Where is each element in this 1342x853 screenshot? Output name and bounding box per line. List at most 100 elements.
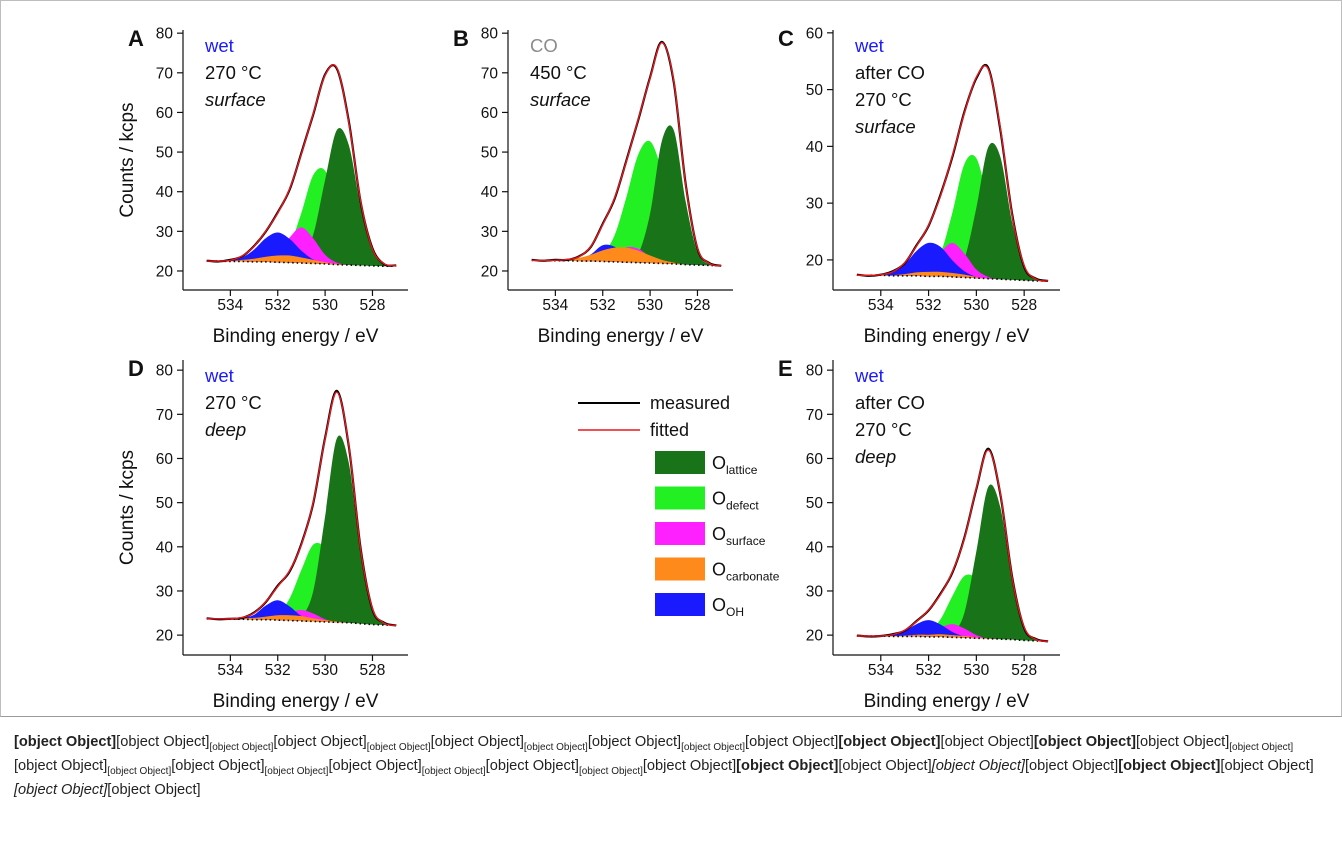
- y-tick-label: 30: [156, 224, 174, 241]
- y-tick-label: 50: [806, 82, 824, 99]
- y-tick-label: 20: [806, 252, 824, 269]
- x-tick-label: 528: [1011, 297, 1037, 314]
- legend-patch: [655, 451, 705, 474]
- annotation: wet: [854, 35, 884, 56]
- annotation: 270 °C: [855, 89, 912, 110]
- caption-text: [object Object]: [1033, 734, 1136, 750]
- y-tick-label: 50: [481, 145, 499, 162]
- x-axis-title: Binding energy / eV: [213, 326, 379, 347]
- peak-area: [206, 435, 397, 626]
- annotation: wet: [854, 365, 884, 386]
- caption-text: [object Object]: [430, 734, 524, 750]
- legend-label: OOH: [712, 595, 744, 619]
- caption-text: [object Object]: [1220, 758, 1314, 774]
- y-tick-label: 70: [156, 407, 174, 424]
- y-tick-label: 70: [156, 65, 174, 82]
- caption-text: [object Object]: [264, 765, 329, 777]
- caption-text: [object Object]: [107, 765, 172, 777]
- y-tick-label: 60: [481, 105, 499, 122]
- y-tick-label: 40: [481, 184, 499, 201]
- y-tick-label: 30: [806, 196, 824, 213]
- x-tick-label: 530: [637, 297, 663, 314]
- y-tick-label: 80: [156, 26, 174, 43]
- background-curve: [856, 635, 1049, 643]
- plot-area: [856, 447, 1049, 643]
- x-tick-label: 532: [265, 297, 291, 314]
- caption-text: [object Object]: [328, 758, 422, 774]
- peak-area: [531, 247, 722, 266]
- panel-label: E: [778, 356, 793, 381]
- legend-patch: [655, 486, 705, 510]
- y-tick-label: 60: [156, 105, 174, 122]
- caption-text: [object Object]: [523, 741, 588, 753]
- annotation: surface: [855, 116, 916, 137]
- legend-label: Osurface: [712, 524, 766, 548]
- caption-text: [object Object]: [273, 734, 367, 750]
- annotation: after CO: [855, 392, 925, 413]
- caption-text: [object Object]: [681, 741, 746, 753]
- peak-area: [206, 127, 397, 267]
- legend-label-sub: lattice: [726, 463, 758, 477]
- y-tick-label: 20: [481, 263, 499, 280]
- y-tick-label: 60: [806, 451, 824, 468]
- x-axis-title: Binding energy / eV: [864, 691, 1030, 712]
- legend-label-main: O: [712, 453, 726, 473]
- caption-text: [object Object]: [931, 758, 1025, 774]
- plot-area: [531, 40, 722, 267]
- y-tick-label: 50: [156, 145, 174, 162]
- panel-label: A: [128, 26, 144, 51]
- legend-patch: [655, 593, 705, 616]
- caption-text: [object Object]: [14, 782, 108, 798]
- y-axis-title: Counts / kcps: [117, 102, 138, 217]
- peak-area: [206, 542, 397, 626]
- plot-area: [206, 64, 397, 268]
- annotation: 450 °C: [530, 62, 587, 83]
- x-tick-label: 528: [360, 662, 386, 679]
- x-tick-label: 532: [916, 297, 942, 314]
- x-tick-label: 530: [963, 662, 989, 679]
- spectrum-line: [856, 65, 1049, 282]
- peak-area: [856, 242, 1049, 281]
- caption-text: [object Object]: [14, 734, 117, 750]
- caption-text: [object Object]: [485, 758, 579, 774]
- caption-text: [object Object]: [116, 734, 210, 750]
- annotation: 270 °C: [855, 419, 912, 440]
- y-tick-label: 20: [156, 628, 174, 645]
- legend-label: Olattice: [712, 453, 758, 477]
- legend-label-sub: surface: [726, 534, 766, 548]
- legend-label-main: O: [712, 595, 726, 615]
- annotation: CO: [530, 35, 558, 56]
- peak-area: [206, 255, 397, 267]
- legend-label: measured: [650, 393, 730, 413]
- y-axis-title: Counts / kcps: [117, 450, 138, 565]
- background-curve: [206, 260, 397, 268]
- x-tick-label: 532: [916, 662, 942, 679]
- caption-text: [object Object]: [1135, 734, 1230, 750]
- x-axis-title: Binding energy / eV: [213, 691, 379, 712]
- peak-area: [206, 232, 397, 267]
- panel-label: D: [128, 356, 144, 381]
- caption-text: [object Object]: [1024, 758, 1119, 774]
- annotation: surface: [205, 89, 266, 110]
- panel-label: C: [778, 26, 794, 51]
- x-tick-label: 530: [963, 297, 989, 314]
- caption-text: [object Object]: [209, 741, 274, 753]
- y-tick-label: 60: [806, 25, 824, 42]
- panel-label: B: [453, 26, 469, 51]
- x-tick-label: 528: [685, 297, 711, 314]
- legend-label-sub: defect: [726, 499, 759, 513]
- caption-text: [object Object]: [366, 741, 431, 753]
- annotation: 270 °C: [205, 392, 262, 413]
- peak-area: [856, 484, 1049, 642]
- annotation: deep: [855, 446, 896, 467]
- legend-patch: [655, 522, 705, 545]
- y-tick-label: 80: [481, 26, 499, 43]
- x-tick-label: 530: [312, 297, 338, 314]
- caption-text: [object Object]: [736, 758, 839, 774]
- caption-text: [object Object]: [14, 758, 108, 774]
- caption-text: [object Object]: [1118, 758, 1221, 774]
- legend-label-sub: OH: [726, 605, 744, 619]
- caption-text: [object Object]: [171, 758, 265, 774]
- y-tick-label: 30: [806, 583, 824, 600]
- figure: 20 30 40 50 60 70 80 534 532 530 528 Binding energy…: [117, 25, 1060, 712]
